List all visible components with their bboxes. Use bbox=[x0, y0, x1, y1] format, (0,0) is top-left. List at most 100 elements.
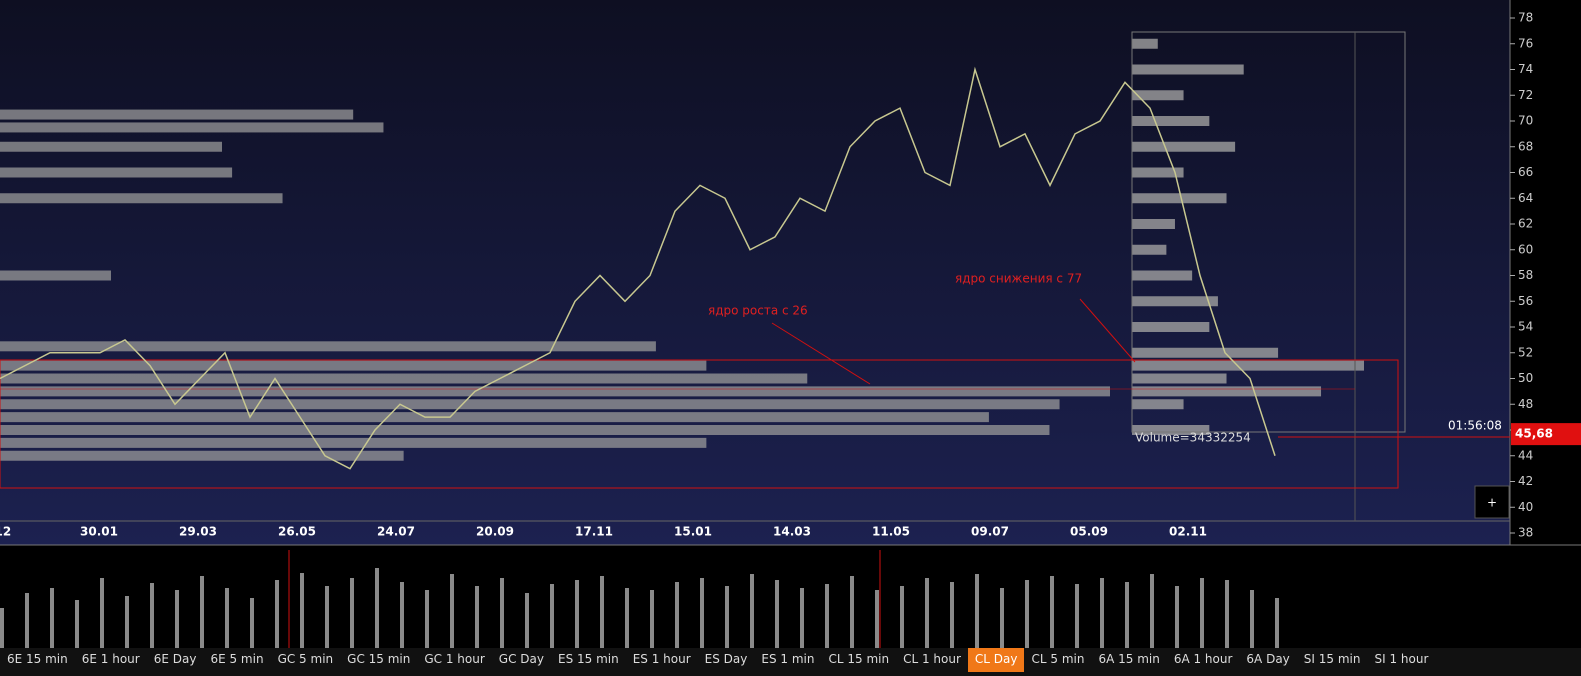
profile-bar bbox=[0, 450, 404, 461]
volume-bar bbox=[1025, 580, 1029, 648]
x-tick-label: 20.09 bbox=[476, 525, 514, 539]
y-tick-label: 74 bbox=[1518, 62, 1533, 76]
y-tick-label: 38 bbox=[1518, 526, 1533, 540]
tab[interactable]: ES 1 hour bbox=[632, 652, 691, 666]
volume-bar bbox=[950, 582, 954, 648]
profile-bar bbox=[0, 341, 656, 352]
volume-bar bbox=[375, 568, 379, 648]
y-tick-label: 52 bbox=[1518, 345, 1533, 359]
volume-bar bbox=[25, 593, 29, 648]
tab[interactable]: 6E Day bbox=[153, 652, 197, 666]
profile-bar bbox=[1132, 360, 1364, 371]
profile-frame bbox=[1131, 31, 1406, 433]
tab[interactable]: 6E 5 min bbox=[210, 652, 264, 666]
chart: ядро роста с 26 ядро снижения с 77 Volum… bbox=[0, 0, 1581, 648]
volume-bar bbox=[125, 596, 129, 648]
x-tick-label: 14.03 bbox=[773, 525, 811, 539]
profile-bar bbox=[0, 270, 111, 281]
tab[interactable]: 6E 1 hour bbox=[81, 652, 140, 666]
profile-bar bbox=[1132, 399, 1184, 410]
volume-bar bbox=[900, 586, 904, 648]
volume-bar bbox=[975, 574, 979, 648]
profile-bar bbox=[0, 122, 384, 133]
volume-bar bbox=[1275, 598, 1279, 648]
tab[interactable]: GC Day bbox=[498, 652, 544, 666]
add-button[interactable] bbox=[1474, 485, 1510, 519]
current-price-box bbox=[1511, 423, 1581, 446]
volume-bar bbox=[475, 586, 479, 648]
profile-bar bbox=[1132, 425, 1210, 435]
y-tick-label: 66 bbox=[1518, 165, 1533, 179]
tab[interactable]: CL Day bbox=[967, 648, 1025, 672]
volume-bar bbox=[800, 588, 804, 648]
volume-bar bbox=[400, 582, 404, 648]
y-tick-label: 44 bbox=[1518, 448, 1533, 462]
tab[interactable]: SI 1 hour bbox=[1374, 652, 1429, 666]
profile-bar bbox=[0, 373, 808, 384]
profile-bar bbox=[0, 386, 1110, 397]
tab[interactable]: CL 15 min bbox=[828, 652, 890, 666]
volume-bar bbox=[1225, 580, 1229, 648]
tab[interactable]: 6A 15 min bbox=[1098, 652, 1160, 666]
y-tick-label: 40 bbox=[1518, 500, 1533, 514]
axis-bg bbox=[1510, 0, 1581, 545]
profile-bar bbox=[1132, 193, 1227, 204]
y-tick-label: 56 bbox=[1518, 294, 1533, 308]
profile-bar bbox=[1132, 244, 1167, 255]
profile-bar bbox=[1132, 90, 1184, 101]
volume-bar bbox=[0, 608, 4, 648]
volume-bar bbox=[775, 580, 779, 648]
tab[interactable]: ES 1 min bbox=[761, 652, 815, 666]
tab[interactable]: CL 1 hour bbox=[903, 652, 961, 666]
volume-bar bbox=[600, 576, 604, 648]
volume-bar bbox=[1000, 588, 1004, 648]
x-tick-label: 26.05 bbox=[278, 525, 316, 539]
timer: 01:56:08 bbox=[1448, 419, 1502, 433]
volume-bar bbox=[175, 590, 179, 648]
volume-bar bbox=[500, 578, 504, 648]
tab[interactable]: 6A 1 hour bbox=[1173, 652, 1233, 666]
volume-bar bbox=[200, 576, 204, 648]
y-tick-label: 62 bbox=[1518, 217, 1533, 231]
tab[interactable]: ES Day bbox=[704, 652, 748, 666]
tab[interactable]: GC 15 min bbox=[347, 652, 411, 666]
y-tick-label: 54 bbox=[1518, 320, 1533, 334]
tab[interactable]: CL 5 min bbox=[1031, 652, 1085, 666]
volume-bar bbox=[525, 593, 529, 648]
add-button-label[interactable]: + bbox=[1487, 496, 1497, 510]
y-tick-label: 58 bbox=[1518, 268, 1533, 282]
volume-bar bbox=[250, 598, 254, 648]
y-tick-label: 60 bbox=[1518, 242, 1533, 256]
profile-bar bbox=[0, 109, 354, 120]
volume-bar bbox=[925, 578, 929, 648]
x-tick-label: 11.05 bbox=[872, 525, 910, 539]
profile-bar bbox=[1132, 270, 1193, 281]
y-tick-label: 72 bbox=[1518, 88, 1533, 102]
x-tick-label: .12 bbox=[0, 525, 11, 539]
y-tick-label: 48 bbox=[1518, 397, 1533, 411]
annotation: ядро снижения с 77 bbox=[955, 272, 1082, 286]
tab[interactable]: GC 5 min bbox=[277, 652, 334, 666]
volume-bar bbox=[625, 588, 629, 648]
profile-bar bbox=[0, 167, 233, 178]
volume-bar bbox=[350, 578, 354, 648]
plot-bg bbox=[0, 0, 1510, 545]
profile-bar bbox=[0, 399, 1060, 410]
profile-bar bbox=[0, 193, 283, 204]
tab[interactable]: SI 15 min bbox=[1303, 652, 1361, 666]
volume-bar bbox=[1200, 578, 1204, 648]
annotation: ядро роста с 26 bbox=[708, 304, 808, 318]
volume-bar bbox=[750, 574, 754, 648]
x-tick-label: 29.03 bbox=[179, 525, 217, 539]
x-tick-label: 30.01 bbox=[80, 525, 118, 539]
tab[interactable]: GC 1 hour bbox=[424, 652, 485, 666]
volume-bar bbox=[225, 588, 229, 648]
tab[interactable]: 6A Day bbox=[1246, 652, 1290, 666]
volume-bar bbox=[550, 584, 554, 648]
volume-bar bbox=[300, 573, 304, 648]
x-tick-label: 09.07 bbox=[971, 525, 1009, 539]
tab[interactable]: ES 15 min bbox=[557, 652, 619, 666]
volume-bar bbox=[650, 590, 654, 648]
tab[interactable]: 6E 15 min bbox=[7, 652, 68, 666]
